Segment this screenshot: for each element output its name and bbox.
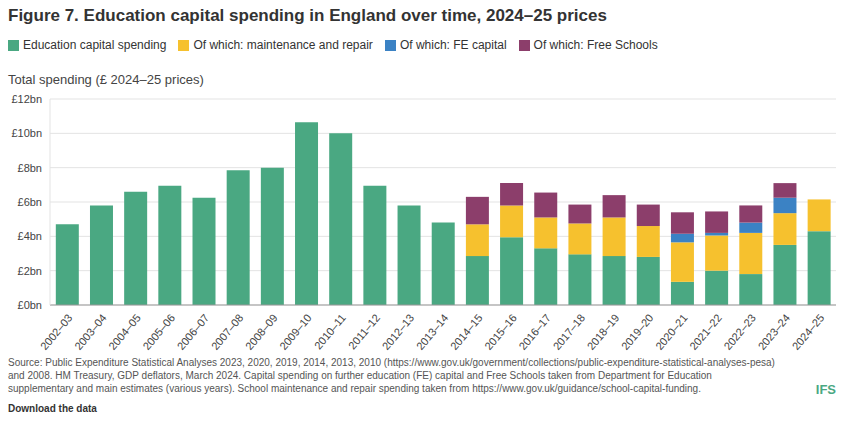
html-text:Figure 7. Education capital sp: Figure 7. Education capital spending in …: [8, 6, 607, 25]
svg-text:2003–04: 2003–04: [72, 312, 109, 352]
svg-text:2009–10: 2009–10: [277, 312, 314, 352]
html-text:Download the data: Download the data: [8, 403, 97, 414]
svg-text:2010–11: 2010–11: [312, 312, 348, 352]
html-text:Of which: FE capital: Of which: FE capital: [399, 38, 507, 52]
svg-text:2019–20: 2019–20: [619, 312, 656, 352]
svg-text:2015–16: 2015–16: [482, 312, 519, 352]
svg-text:£12bn: £12bn: [11, 93, 42, 105]
svg-text:£4bn: £4bn: [18, 230, 42, 242]
svg-text:2012–13: 2012–13: [380, 312, 417, 352]
svg-text:2008–09: 2008–09: [243, 312, 280, 352]
svg-text:2023–24: 2023–24: [756, 312, 793, 352]
html-text:Total spending (£ 2024–25 pric: Total spending (£ 2024–25 prices): [8, 72, 204, 87]
svg-text:2022–23: 2022–23: [721, 312, 758, 352]
svg-text:£6bn: £6bn: [18, 196, 42, 208]
svg-text:2024–25: 2024–25: [790, 312, 827, 352]
svg-text:2020–21: 2020–21: [653, 312, 690, 352]
svg-text:2002–03: 2002–03: [38, 312, 75, 352]
svg-text:2018–19: 2018–19: [585, 312, 622, 352]
html-text:IFS: IFS: [815, 382, 836, 397]
svg-text:2007–08: 2007–08: [209, 312, 246, 352]
svg-text:2017–18: 2017–18: [550, 312, 587, 352]
svg-text:2011–12: 2011–12: [346, 312, 382, 352]
html-text:Source: Public Expenditure Sta: Source: Public Expenditure Statistical A…: [8, 357, 775, 394]
svg-text:2016–17: 2016–17: [516, 312, 553, 352]
html-text:Of which: maintenance and repa: Of which: maintenance and repair: [193, 38, 373, 52]
svg-text:2004–05: 2004–05: [106, 312, 143, 352]
html-text:Education capital spending: Education capital spending: [23, 38, 167, 52]
svg-text:£0bn: £0bn: [18, 299, 42, 311]
svg-text:2014–15: 2014–15: [448, 312, 485, 352]
svg-text:2006–07: 2006–07: [175, 312, 212, 352]
svg-text:£2bn: £2bn: [18, 265, 42, 277]
svg-text:£8bn: £8bn: [18, 162, 42, 174]
svg-text:£10bn: £10bn: [11, 127, 42, 139]
svg-text:2013–14: 2013–14: [414, 312, 451, 352]
html-text:Of which: Free Schools: Of which: Free Schools: [533, 38, 658, 52]
svg-text:2021–22: 2021–22: [687, 312, 724, 352]
svg-text:2005–06: 2005–06: [140, 312, 177, 352]
